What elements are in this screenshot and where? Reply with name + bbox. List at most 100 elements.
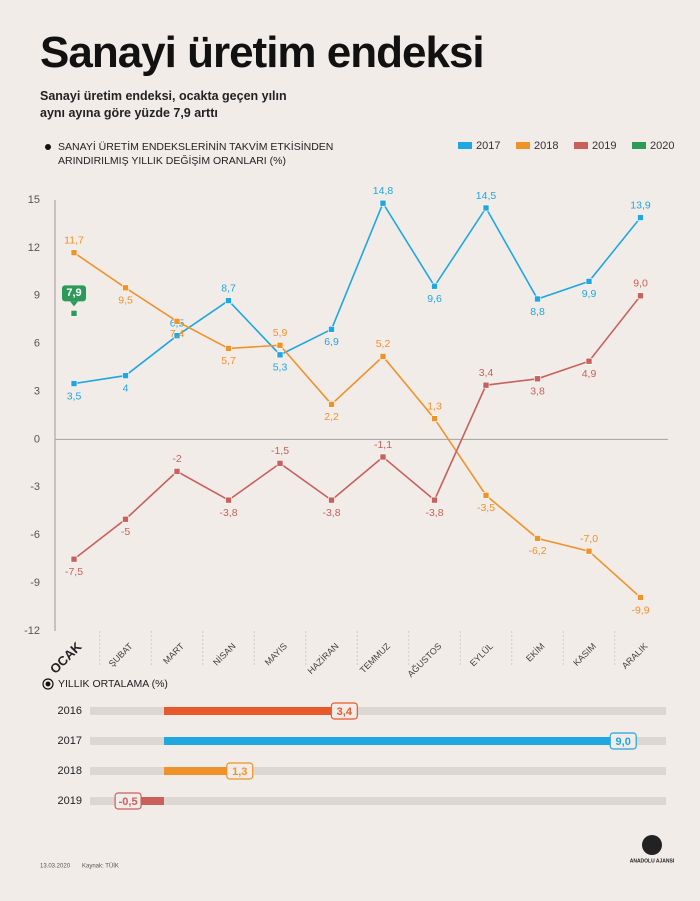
legend-label: 2020 xyxy=(650,140,674,152)
category-label: 2019 xyxy=(58,795,82,807)
x-tick-label: EYLÜL xyxy=(468,641,495,668)
value-label: 14,8 xyxy=(373,185,394,197)
bar xyxy=(164,707,334,715)
value-label: -9,9 xyxy=(631,604,649,616)
footer-source: Kaynak: TÜİK xyxy=(82,863,119,870)
bar-track xyxy=(90,767,666,775)
point xyxy=(482,204,490,212)
y-tick-label: -6 xyxy=(30,529,40,541)
y-tick-label: -3 xyxy=(30,481,40,493)
value-label: -3,5 xyxy=(477,502,495,514)
value-label: 11,7 xyxy=(64,234,84,246)
point xyxy=(585,547,593,555)
value-label: 1,3 xyxy=(427,400,442,412)
value-box xyxy=(609,732,637,750)
value-label: 4,9 xyxy=(582,368,597,380)
point xyxy=(534,375,541,383)
series-line xyxy=(73,295,642,560)
x-tick-label: ARALIK xyxy=(620,641,650,671)
value-label: -3,8 xyxy=(322,507,340,519)
value-label: 1,3 xyxy=(232,766,247,778)
value-box xyxy=(330,702,358,720)
point xyxy=(173,332,181,339)
value-label: 3,4 xyxy=(479,367,494,379)
point xyxy=(482,492,490,499)
value-label: -3,8 xyxy=(425,507,443,519)
x-tick-label: MART xyxy=(161,641,186,666)
point xyxy=(379,453,387,461)
legend-swatch xyxy=(516,142,530,149)
y-tick-label: 15 xyxy=(28,194,40,206)
value-label: 7,9 xyxy=(66,287,81,299)
badge-tip xyxy=(70,301,78,307)
point xyxy=(225,297,232,304)
y-tick-label: 3 xyxy=(34,385,40,397)
bar xyxy=(164,767,229,775)
value-label: -5 xyxy=(121,526,130,538)
y-tick-label: 12 xyxy=(28,242,40,254)
legend-swatch xyxy=(458,142,472,149)
x-tick-label: EKİM xyxy=(524,641,547,664)
value-label: 14,5 xyxy=(476,190,497,202)
category-label: 2017 xyxy=(58,735,82,747)
logo-mark xyxy=(642,835,662,855)
point xyxy=(637,594,644,601)
point xyxy=(534,295,541,303)
x-tick-label: AĞUSTOS xyxy=(406,641,444,679)
legend-label: 2018 xyxy=(534,140,558,152)
point xyxy=(276,341,284,349)
series-line xyxy=(73,201,642,385)
point xyxy=(379,199,387,207)
category-label: 2018 xyxy=(58,765,82,777)
point xyxy=(70,249,78,256)
x-tick-label: ŞUBAT xyxy=(107,641,135,669)
y-tick-label: 0 xyxy=(34,433,40,445)
legend-swatch xyxy=(574,142,588,149)
y-tick-label: -12 xyxy=(24,625,40,637)
point xyxy=(431,496,438,504)
point xyxy=(225,496,232,504)
point xyxy=(122,372,129,379)
value-label: 9,0 xyxy=(633,278,648,290)
bullet xyxy=(45,681,51,687)
bullet xyxy=(45,144,51,150)
subtitle: Sanayi üretim endeksi, ocakta geçen yılı… xyxy=(40,89,287,120)
value-label: 8,7 xyxy=(221,282,236,294)
value-label: 2,2 xyxy=(324,411,339,423)
point xyxy=(637,214,644,221)
value-label: 13,9 xyxy=(630,199,651,211)
point xyxy=(276,351,284,359)
value-label: -3,8 xyxy=(219,507,237,519)
value-label: 3,8 xyxy=(530,386,545,398)
bar xyxy=(164,737,613,745)
logo-text: ANADOLU AJANSI xyxy=(630,858,675,864)
value-label: 8,8 xyxy=(530,306,545,318)
legend-label: 2017 xyxy=(476,140,500,152)
point xyxy=(637,292,644,300)
x-tick-label: MAYIS xyxy=(263,641,289,667)
point xyxy=(70,310,78,317)
value-label: -1,5 xyxy=(271,445,289,457)
value-label: 7,4 xyxy=(170,328,185,340)
point xyxy=(276,460,284,467)
chart-note-line: ARINDIRILMIŞ YILLIK DEĞİŞİM ORANLARI (%) xyxy=(58,154,286,167)
x-tick-label: OCAK xyxy=(47,639,85,677)
point xyxy=(585,357,593,365)
y-tick-label: 6 xyxy=(34,338,40,350)
value-label: 5,7 xyxy=(221,355,236,367)
value-label: 5,2 xyxy=(376,338,391,350)
chart-note-line: SANAYİ ÜRETİM ENDEKSLERİNİN TAKVİM ETKİS… xyxy=(58,140,333,153)
point xyxy=(225,345,232,352)
bar-title: YILLIK ORTALAMA (%) xyxy=(58,678,168,690)
value-label: 9,5 xyxy=(118,295,133,307)
value-label: -0,5 xyxy=(119,796,138,808)
x-tick-label: HAZİRAN xyxy=(306,641,341,676)
point xyxy=(122,515,129,523)
value-label: 9,9 xyxy=(582,288,597,300)
badge xyxy=(62,285,86,302)
point xyxy=(379,353,387,360)
point xyxy=(70,555,78,563)
value-label: 5,9 xyxy=(273,327,288,339)
